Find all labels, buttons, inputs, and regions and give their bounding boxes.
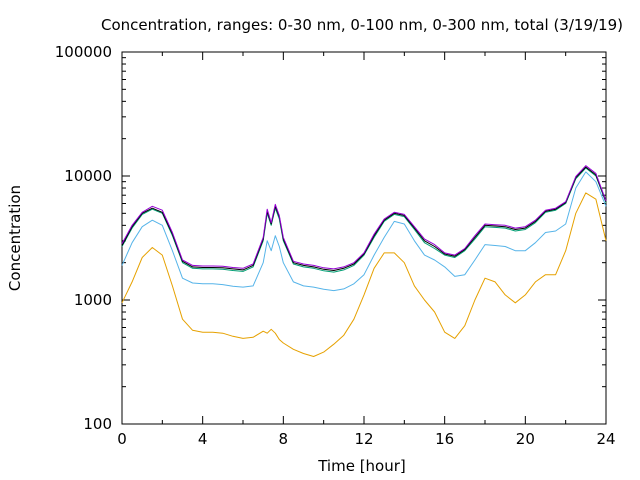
series-line-5 (121, 165, 607, 270)
x-axis-label: Time [hour] (317, 457, 406, 475)
x-tick-label: 16 (435, 430, 454, 448)
y-tick-label: 100000 (55, 43, 112, 61)
series-line-1 (121, 192, 607, 357)
x-tick-label: 24 (596, 430, 615, 448)
x-tick-label: 8 (279, 430, 289, 448)
series-layer (121, 165, 607, 357)
series-line-3 (121, 167, 607, 273)
y-tick-label: 10000 (64, 167, 112, 185)
y-axis-label: Concentration (6, 185, 24, 291)
x-tick-label: 12 (354, 430, 373, 448)
y-tick-label: 1000 (74, 291, 112, 309)
x-tick-label: 4 (198, 430, 208, 448)
series-line-2 (121, 171, 607, 292)
x-tick-label: 20 (516, 430, 535, 448)
axis-ticks: 0 4 8 12 16 20 24 100 1000 10000 100000 (55, 43, 616, 448)
x-tick-label: 0 (117, 430, 127, 448)
plot-frame (121, 51, 607, 425)
y-tick-label: 100 (83, 415, 112, 433)
chart-title: Concentration, ranges: 0-30 nm, 0-100 nm… (101, 16, 623, 34)
series-line-4 (121, 166, 607, 271)
